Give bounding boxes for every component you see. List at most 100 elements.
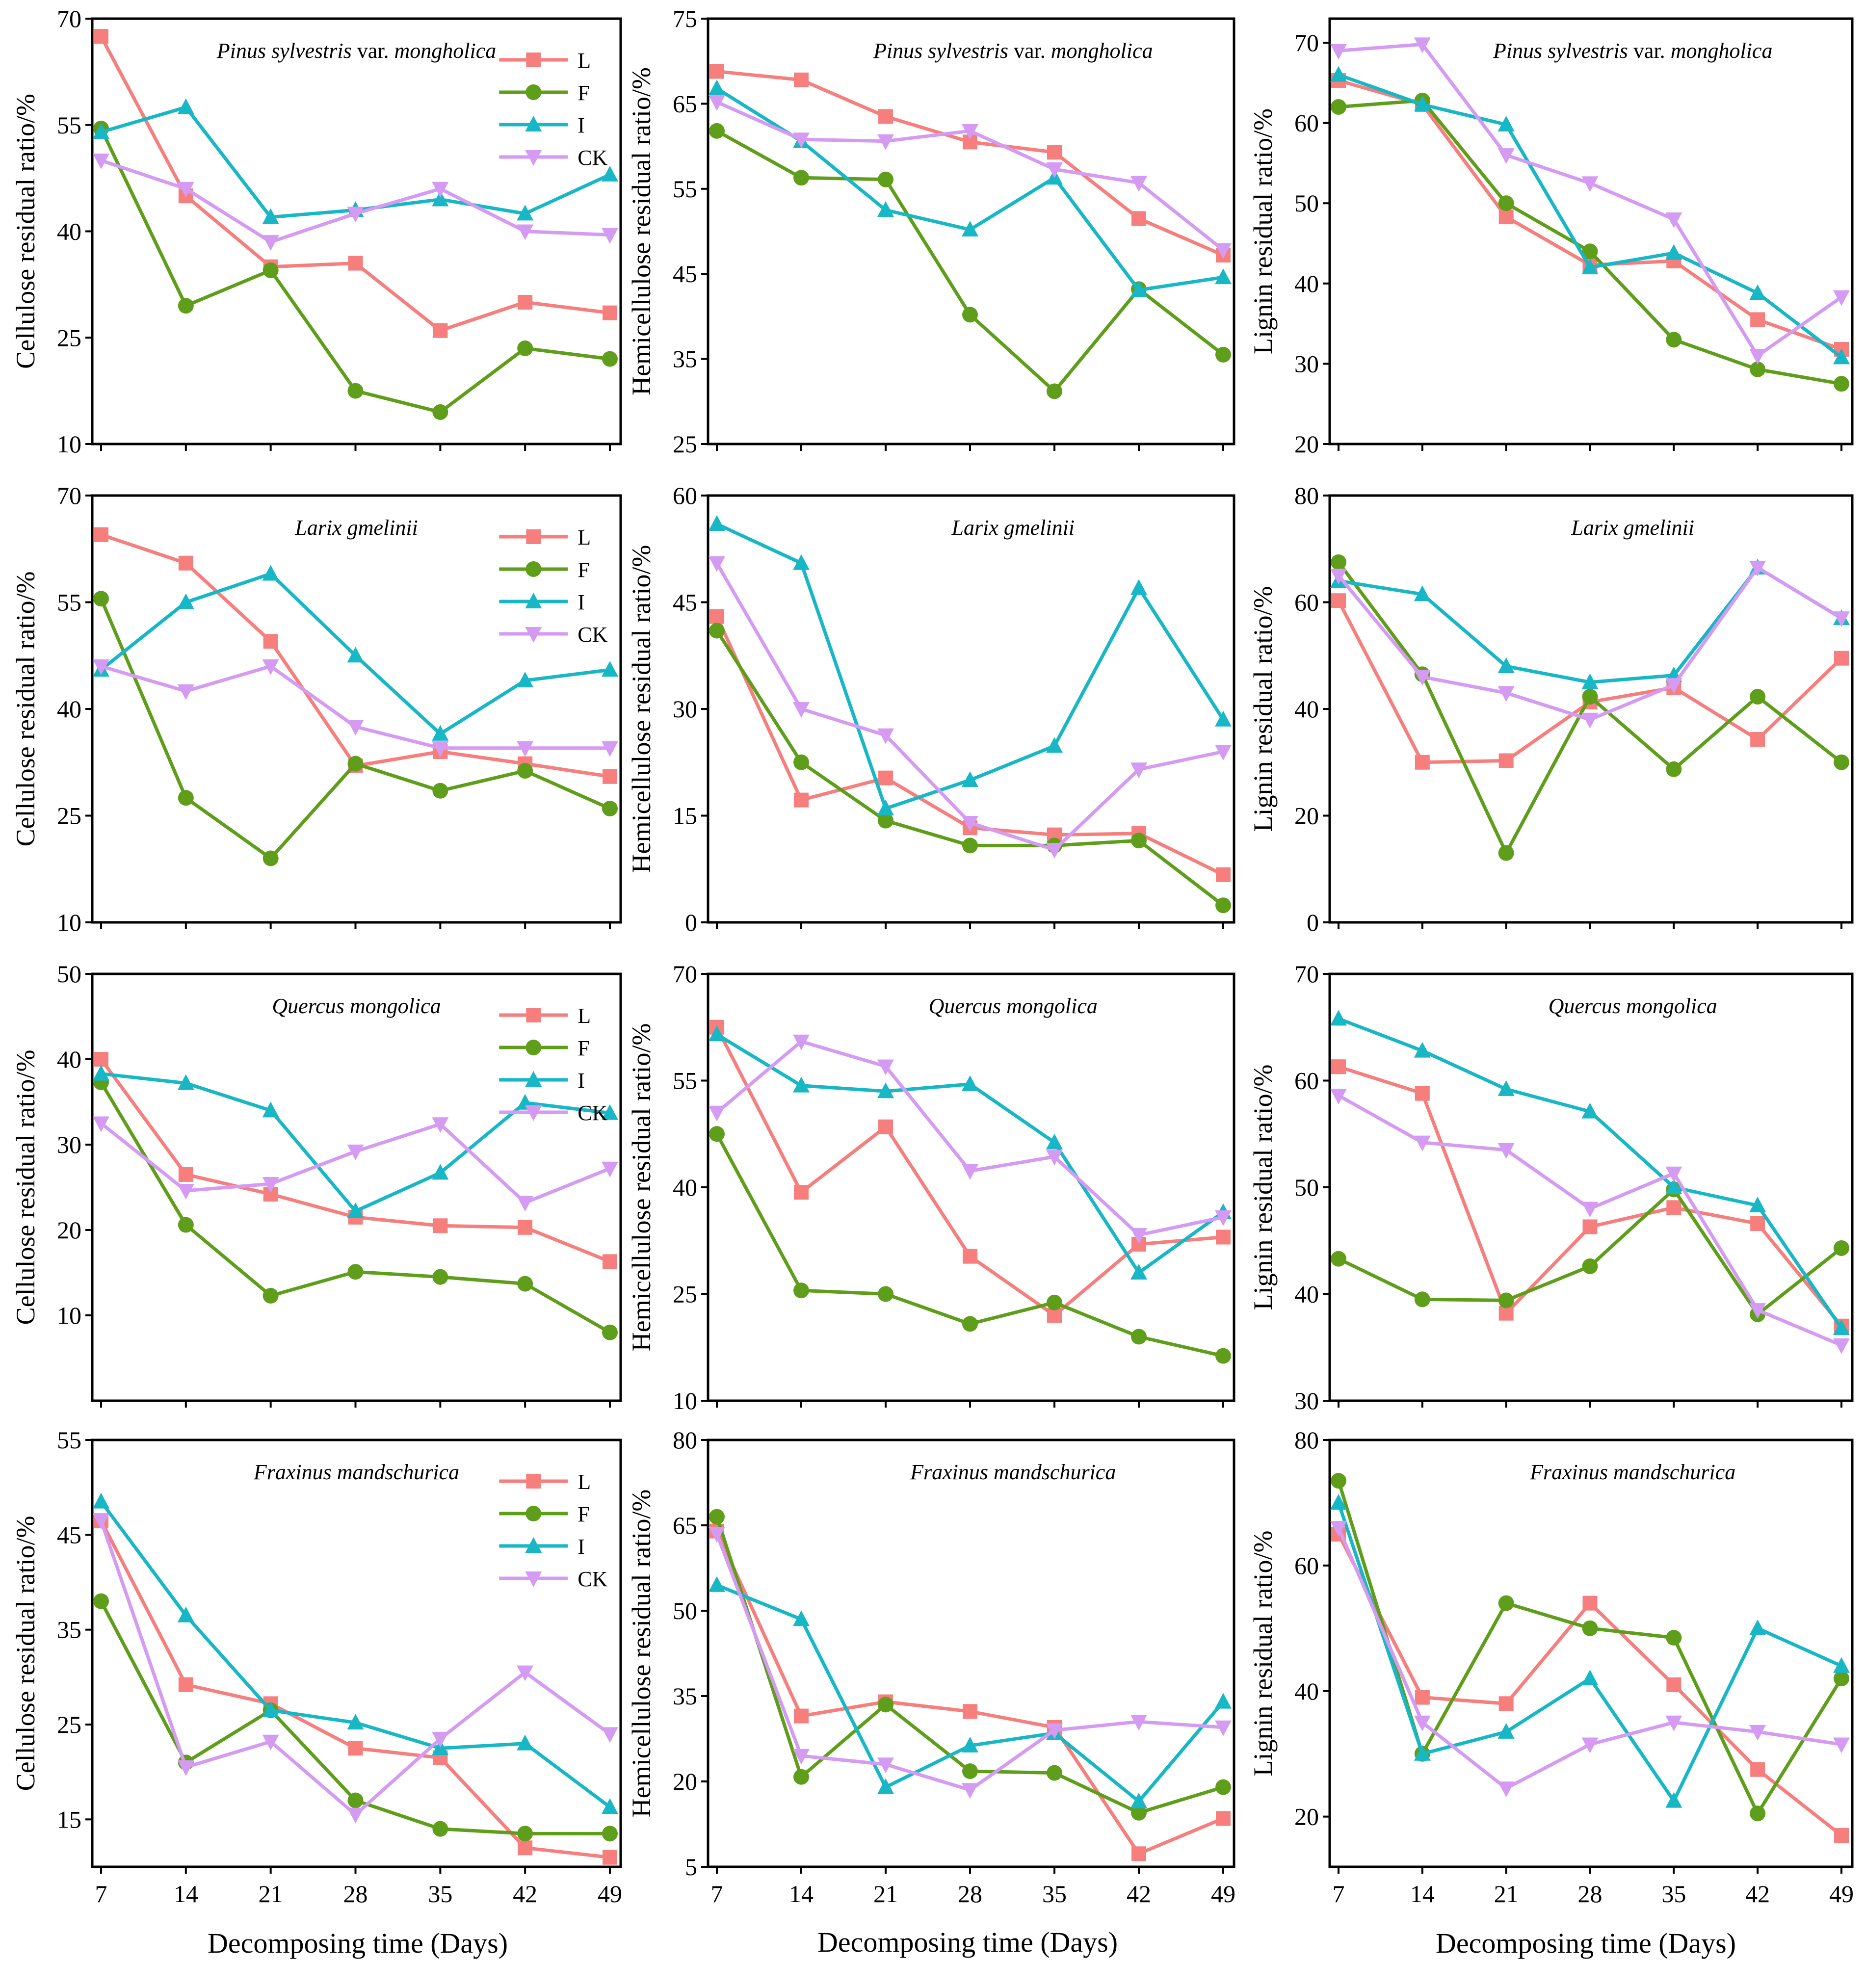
y-tick-label: 75 [673,5,697,32]
panel-title: Quercus mongolica [1549,994,1717,1018]
series-CK [1330,37,1850,365]
data-point-L [1498,1696,1514,1711]
data-point-CK [177,1183,194,1200]
series-I [1330,66,1850,365]
data-point-I [1833,1319,1850,1335]
panel-title-italic: Fraxinus mandschurica [1529,1460,1735,1484]
y-tick-label: 20 [673,1768,697,1795]
data-point-L [263,634,278,649]
panel-3-2: 10 25 40 55 70 Hemicellulose residual ratio/%… [627,960,1235,1414]
data-point-CK [1130,1715,1147,1731]
data-point-L [1750,1216,1765,1231]
series-CK [93,154,618,251]
data-point-L [603,305,617,320]
data-point-L [878,770,893,785]
data-point-F [1047,383,1062,399]
legend-marker-L [526,529,541,544]
data-point-F [178,298,194,314]
y-tick-label: 65 [673,1512,697,1539]
data-point-L [518,1220,533,1235]
series-CK [93,1116,618,1212]
data-point-L [433,323,448,338]
y-tick-label: 40 [1294,1281,1319,1308]
data-point-CK [1497,148,1515,164]
panel-2-2: 0 15 30 45 60 Hemicellulose residual ratio/% L… [627,482,1235,936]
data-point-F [263,1287,279,1304]
data-point-L [94,29,108,44]
data-point-F [1498,845,1514,861]
panel-title-italic: Quercus mongolica [1549,994,1717,1018]
data-point-CK [177,182,194,198]
data-point-F [709,623,725,639]
y-tick-label: 60 [1294,1552,1319,1579]
data-point-I [93,123,109,139]
panel-title: Fraxinus mandschurica [910,1460,1116,1484]
data-point-I [177,1606,194,1622]
y-axis-title: Hemicellulose residual ratio/% [627,1490,656,1818]
data-point-CK [1833,1338,1850,1354]
data-point-F [432,1821,448,1837]
data-point-L [1216,1229,1231,1245]
y-tick-label: 10 [57,430,81,458]
data-point-F [1215,346,1231,363]
data-point-L [178,1677,193,1692]
legend-label-F: F [578,558,589,582]
y-tick-label: 25 [57,802,81,830]
data-point-CK [262,659,279,675]
panel-title: Quercus mongolica [272,994,441,1018]
data-point-L [94,527,108,542]
legend-label-L: L [578,49,591,73]
data-point-CK [1330,1521,1347,1537]
y-tick-label: 20 [1294,430,1319,458]
legend-label-I: I [578,590,585,614]
data-point-L [1047,145,1062,160]
y-tick-label: 50 [1294,189,1319,217]
y-tick-label: 60 [1294,1067,1319,1095]
panel-title: Larix gmelinii [294,516,418,540]
data-point-I [177,1074,194,1090]
data-point-CK [347,1807,364,1824]
data-point-F [1750,361,1766,377]
x-tick-label: 7 [1333,1880,1345,1908]
series-CK [709,556,1232,859]
y-tick-label: 50 [57,960,81,988]
y-tick-label: 70 [57,5,81,32]
data-point-L [1750,1762,1765,1777]
panel-title-italic: Quercus mongolica [929,994,1098,1018]
legend-label-I: I [578,1069,585,1093]
x-tick-label: 35 [428,1880,452,1908]
data-point-I [602,1798,618,1814]
y-tick-label: 40 [1294,695,1319,723]
data-point-CK [1581,1202,1599,1218]
x-tick-label: 21 [1494,1880,1519,1908]
y-tick-label: 40 [57,218,81,245]
data-point-CK [602,1727,618,1743]
data-point-F [1331,554,1346,570]
data-point-CK [1046,1150,1063,1166]
data-point-CK [1215,1720,1232,1736]
x-tick-label: 21 [259,1880,283,1908]
data-point-F [517,1276,533,1292]
x-tick-label: 42 [1127,1880,1151,1908]
series-F [709,1509,1231,1821]
x-tick-label: 14 [789,1880,814,1908]
data-point-I [1497,1723,1515,1739]
data-point-L [1498,1306,1514,1321]
data-point-CK [93,1116,109,1132]
legend-marker-F [525,1040,542,1055]
legend-marker-I [525,116,542,131]
data-point-CK [1215,243,1232,259]
data-point-I [602,1104,618,1120]
data-point-F [1131,1805,1147,1821]
data-point-I [517,205,534,221]
data-point-L [1498,753,1514,768]
data-point-I [877,1082,894,1099]
y-axis-title: Lignin residual ratio/% [1248,1531,1278,1777]
data-point-I [602,661,618,677]
y-tick-label: 70 [1294,29,1319,56]
data-point-F [1666,332,1682,348]
data-point-F [1331,1251,1346,1267]
data-point-CK [1414,1715,1431,1731]
data-point-I [709,1025,725,1042]
